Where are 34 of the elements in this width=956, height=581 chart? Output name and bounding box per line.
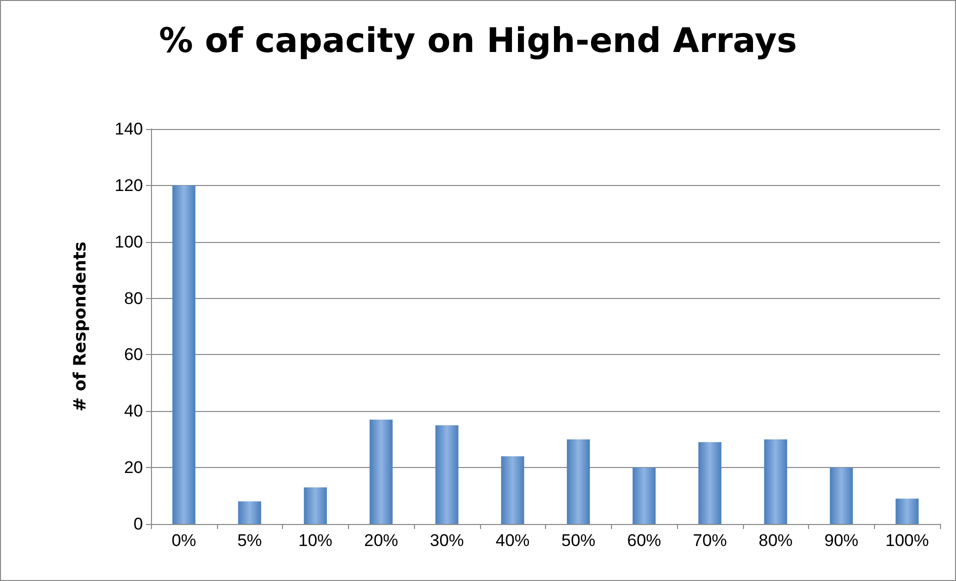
x-tick-label: 0% [172,531,196,550]
bar [896,498,919,524]
y-tick-label: 80 [124,288,143,308]
y-tick-label: 140 [114,120,143,138]
x-tick-label: 80% [758,531,793,550]
x-tick-label: 5% [237,531,262,550]
y-tick-label: 100 [114,232,143,252]
bar [764,439,788,524]
bar [370,420,393,524]
x-tick-label: 40% [496,531,530,550]
chart-title: % of capacity on High-end Arrays [158,21,798,61]
x-tick-label: 60% [627,531,662,550]
y-tick-label: 0 [134,514,143,534]
bar [501,456,524,524]
bar [566,439,590,524]
x-tick-label: 100% [885,531,929,550]
x-tick-label: 30% [430,531,464,550]
x-tick-label: 90% [824,531,858,550]
y-tick-label: 20 [124,458,143,478]
y-tick-label: 60 [124,345,143,364]
bar [238,501,262,524]
x-tick-label: 70% [692,531,727,550]
bar [172,185,196,524]
y-tick-label: 40 [124,402,143,421]
x-tick-label: 10% [298,531,332,550]
x-tick-label: 20% [364,531,398,550]
bar [632,468,656,524]
bar [435,425,458,524]
bar [304,487,327,524]
y-axis-title: # of Respondents [70,242,90,412]
x-tick-label: 50% [561,531,596,550]
y-tick-label: 120 [114,176,143,195]
bar [698,442,722,524]
bar [830,468,853,524]
